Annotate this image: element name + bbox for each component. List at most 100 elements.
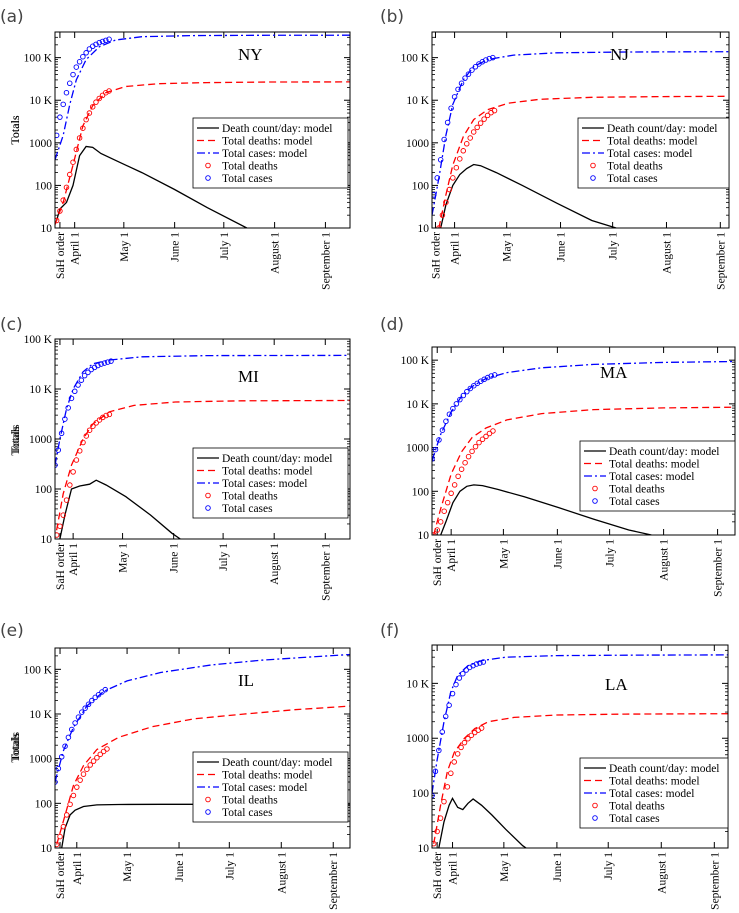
x-tick-label: July 1 <box>605 539 617 567</box>
data-point-total-deaths <box>76 135 83 141</box>
data-point-total-cases <box>101 360 108 366</box>
legend-label: Total cases: model <box>222 782 307 794</box>
data-point-total-deaths <box>458 744 464 751</box>
data-point-total-deaths <box>441 798 447 805</box>
data-point-total-cases <box>104 359 111 365</box>
data-point-total-cases <box>73 64 80 70</box>
data-point-total-deaths <box>66 171 73 178</box>
legend-label: Total deaths <box>222 795 278 807</box>
data-point-total-deaths <box>90 423 96 429</box>
legend-label: Total cases <box>609 813 660 825</box>
x-tick-label: August 1 <box>656 852 668 894</box>
data-point-total-cases <box>76 59 83 65</box>
legend-label: Total deaths: model <box>222 466 313 478</box>
state-label: NJ <box>610 45 629 64</box>
data-point-total-deaths <box>444 784 451 790</box>
legend-label: Total deaths <box>222 491 278 503</box>
data-point-total-cases <box>465 71 472 77</box>
data-point-total-cases <box>63 89 70 96</box>
y-tick-label: 100 K <box>24 334 53 346</box>
state-label: MI <box>238 367 259 386</box>
legend-label: Total cases <box>222 503 273 515</box>
data-point-total-deaths <box>460 148 467 154</box>
legend-marker <box>592 498 598 504</box>
legend-marker <box>592 815 598 821</box>
data-point-total-deaths <box>432 840 437 847</box>
data-point-total-deaths <box>97 751 104 758</box>
series-line-total-deaths-model <box>55 81 350 225</box>
x-tick-label: SaH order <box>55 232 67 279</box>
data-point-total-deaths <box>63 497 70 503</box>
legend-label: Total cases: model <box>222 478 307 490</box>
x-tick-label: June 1 <box>556 232 568 262</box>
data-point-total-deaths <box>443 199 449 206</box>
plot-frame <box>54 31 351 229</box>
data-point-total-cases <box>70 71 76 78</box>
data-point-total-deaths <box>441 508 447 514</box>
series-line-total-deaths-model <box>433 406 735 535</box>
x-tick-label: May 1 <box>498 539 510 569</box>
x-tick-label: August 1 <box>659 539 671 581</box>
data-point-total-cases <box>469 67 475 73</box>
data-point-total-deaths <box>478 725 485 731</box>
data-point-total-deaths <box>446 186 453 193</box>
data-point-total-cases <box>453 681 459 688</box>
panel-label: (c) <box>0 315 23 335</box>
x-tick-label: July 1 <box>603 852 615 880</box>
data-point-total-cases <box>464 388 470 395</box>
data-point-total-cases <box>439 729 446 735</box>
y-tick-label: 10 <box>41 534 53 546</box>
x-tick-label: April 1 <box>72 852 84 885</box>
y-tick-label: 1000 <box>29 138 52 150</box>
data-point-total-cases <box>89 697 95 704</box>
y-tick-label: 100 <box>35 484 53 496</box>
y-tick-label: 10 <box>418 530 430 542</box>
y-tick-label: 10 K <box>29 95 52 107</box>
legend-label: Total cases: model <box>609 788 694 800</box>
legend-label: Total cases: model <box>609 471 694 483</box>
data-point-total-deaths <box>437 815 444 821</box>
series-line-total-cases-model <box>55 354 350 466</box>
panel-label: (a) <box>0 7 24 27</box>
y-tick-label: 10 <box>41 843 53 855</box>
data-point-total-deaths <box>57 208 63 214</box>
x-tick-label: September 1 <box>328 852 340 910</box>
panel-label: (b) <box>380 7 404 27</box>
data-point-total-cases <box>432 768 439 775</box>
y-tick-label: 1000 <box>406 733 429 745</box>
y-axis-title: Totals <box>8 733 22 762</box>
data-point-total-deaths <box>465 735 471 742</box>
data-point-total-deaths <box>83 116 89 123</box>
data-point-total-deaths <box>104 746 110 752</box>
data-point-total-cases <box>483 57 489 63</box>
legend-marker <box>590 162 596 169</box>
data-point-total-deaths <box>63 812 70 818</box>
legend-label: Total cases <box>609 496 660 508</box>
data-point-total-deaths <box>476 439 482 446</box>
data-point-total-cases <box>437 157 444 163</box>
plot-area <box>432 654 728 848</box>
plot-frame <box>54 338 351 540</box>
y-axis-title: Totals <box>8 426 22 455</box>
data-point-total-cases <box>55 765 62 772</box>
y-tick-label: 10 K <box>406 678 429 690</box>
legend-label: Death count/day: model <box>609 763 720 775</box>
data-point-total-cases <box>477 660 483 666</box>
data-point-total-deaths <box>84 766 90 772</box>
x-tick-label: SaH order <box>432 539 444 586</box>
legend-label: Total deaths: model <box>609 459 700 471</box>
legend-label: Total deaths <box>609 484 665 496</box>
data-point-total-deaths <box>70 469 76 475</box>
data-point-total-cases <box>108 358 114 364</box>
data-point-total-deaths <box>63 184 70 191</box>
data-point-total-cases <box>436 747 442 754</box>
data-point-total-cases <box>443 418 449 425</box>
data-point-total-cases <box>55 132 60 139</box>
data-point-total-cases <box>85 369 91 376</box>
data-point-total-cases <box>58 430 65 437</box>
data-point-total-cases <box>106 36 112 43</box>
data-point-total-deaths <box>469 448 475 455</box>
data-point-total-cases <box>95 362 101 369</box>
panel-label: (f) <box>380 621 399 641</box>
y-tick-label: 100 K <box>24 664 53 676</box>
